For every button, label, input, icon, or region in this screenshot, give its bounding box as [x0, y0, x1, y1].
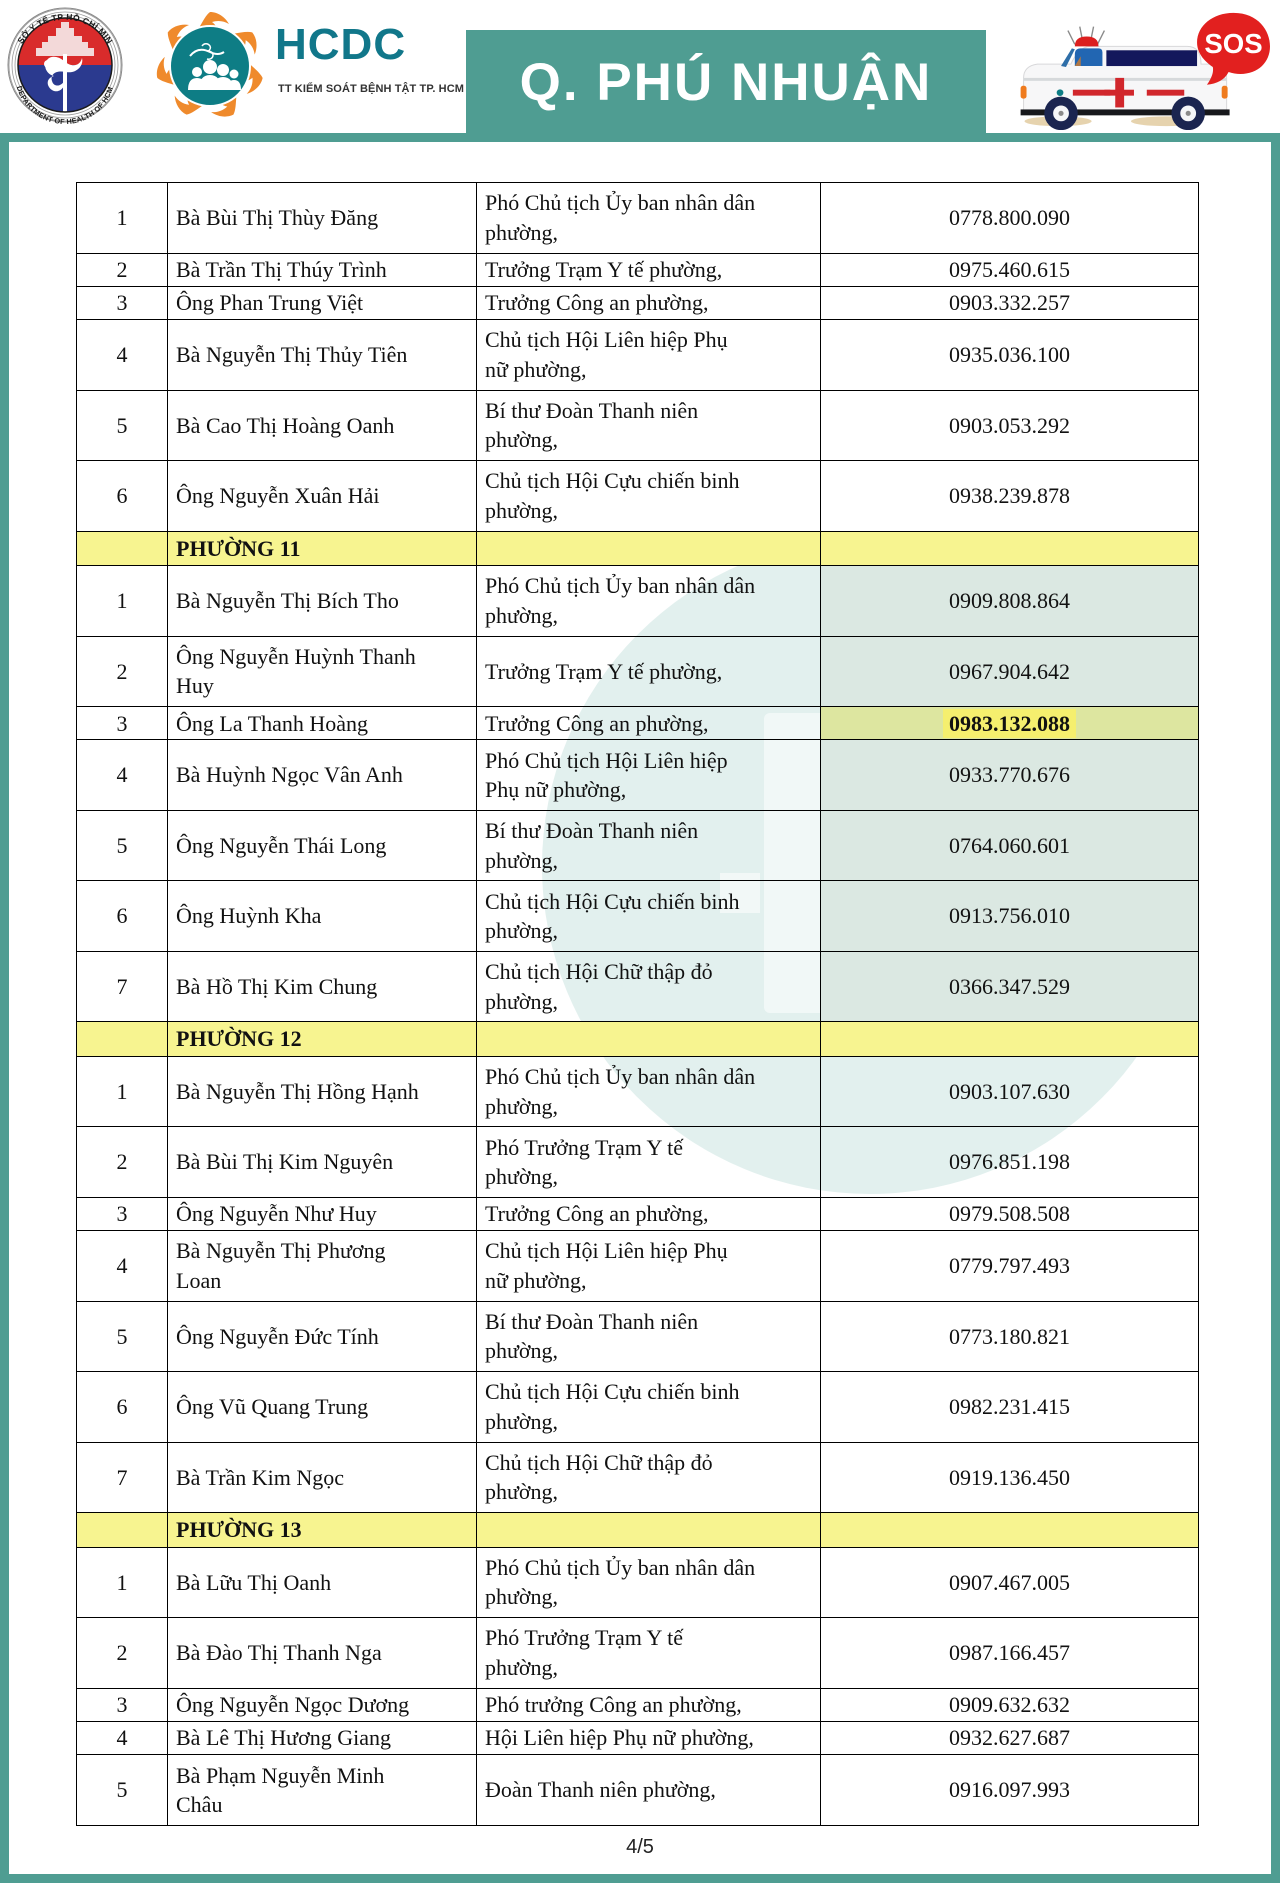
svg-text:SOS: SOS [1204, 28, 1262, 59]
